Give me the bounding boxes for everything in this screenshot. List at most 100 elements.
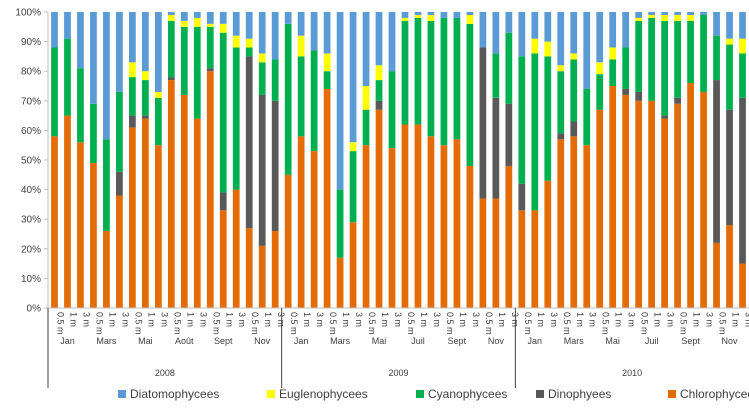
bar-segment-diatomophycees <box>375 12 383 66</box>
bar-segment-cyanophycees <box>206 26 214 69</box>
legend-swatch <box>118 390 126 398</box>
bar-segment-euglenophycees <box>414 14 422 18</box>
bar-segment-diatomophycees <box>167 12 175 15</box>
y-tick-label: 60% <box>21 126 41 137</box>
bar-segment-dinophyees <box>375 100 383 110</box>
bar-segment-diatomophycees <box>154 12 162 92</box>
bar-segment-diatomophycees <box>518 12 526 57</box>
y-tick-label: 10% <box>21 274 41 285</box>
bar-segment-chlorophycees <box>453 139 461 308</box>
bar-segment-dinophyees <box>622 88 630 95</box>
bar-segment-euglenophycees <box>687 14 694 21</box>
bar-segment-diatomophycees <box>271 12 279 60</box>
y-tick-label: 40% <box>21 185 41 196</box>
bar-segment-diatomophycees <box>297 12 305 36</box>
bar-segment-dinophyees <box>557 133 565 140</box>
legend: Diatomophycees Euglenophycees Cyanophycees… <box>118 387 749 401</box>
x-depth-label: 1 m <box>497 312 507 327</box>
bar-segment-cyanophycees <box>245 47 253 57</box>
bar-segment-cyanophycees <box>453 17 461 140</box>
x-depth-label: 1 m <box>341 312 351 327</box>
bar-segment-chlorophycees <box>64 115 71 308</box>
x-month-label: Jan <box>528 336 543 346</box>
bar-segment-cyanophycees <box>310 50 318 152</box>
bar-segment-diatomophycees <box>388 12 396 72</box>
bar-segment-cyanophycees <box>648 17 656 101</box>
bar-segment-dinophyees <box>245 56 253 229</box>
bar-segment-chlorophycees <box>375 109 383 309</box>
bar-segment-diatomophycees <box>90 12 97 104</box>
bar-segment-diatomophycees <box>674 12 681 15</box>
bar-segment-chlorophycees <box>362 145 370 308</box>
bar-segment-dinophyees <box>479 47 487 199</box>
x-depth-label: 1 m <box>575 312 585 327</box>
bar-segment-cyanophycees <box>297 56 305 137</box>
bar-segment-chlorophycees <box>77 142 84 308</box>
bar-segment-chlorophycees <box>51 136 58 308</box>
bar-segment-chlorophycees <box>116 195 123 308</box>
legend-swatch <box>668 390 676 398</box>
x-depth-label: 3 m <box>744 312 749 327</box>
bar-segment-diatomophycees <box>505 12 513 33</box>
x-month-label: Jan <box>294 336 309 346</box>
bar-segment-cyanophycees <box>661 20 668 116</box>
bar-segment-dinophyees <box>206 68 214 72</box>
x-depth-label: 3 m <box>666 312 676 327</box>
bar-segment-cyanophycees <box>609 59 617 86</box>
bar-segment-chlorophycees <box>258 245 266 308</box>
bar-segment-diatomophycees <box>661 12 668 15</box>
x-depth-label: 0.5 m <box>328 312 338 335</box>
legend-label: Dinophyees <box>548 387 611 401</box>
bar-segment-cyanophycees <box>739 53 746 98</box>
y-axis: 0% 10% 20% 30% 40% 50% 60% 70% 80% 90% 100% <box>15 8 49 315</box>
bar-segment-diatomophycees <box>440 12 448 18</box>
x-depth-label: 3 m <box>120 312 130 327</box>
bar-segment-cyanophycees <box>219 32 227 193</box>
bar-segment-chlorophycees <box>674 103 681 308</box>
x-month-label: Sept <box>681 336 700 346</box>
legend-swatch <box>536 390 544 398</box>
legend-label: Euglenophycees <box>279 387 368 401</box>
bar-segment-diatomophycees <box>648 12 656 15</box>
bar-series <box>51 12 746 309</box>
bar-segment-chlorophycees <box>193 118 201 308</box>
bar-segment-euglenophycees <box>219 23 227 33</box>
x-year-label: 2009 <box>388 368 408 378</box>
bar-segment-cyanophycees <box>180 26 188 95</box>
bar-segment-chlorophycees <box>518 210 526 308</box>
bar-segment-euglenophycees <box>544 41 552 57</box>
bar-segment-chlorophycees <box>129 127 136 308</box>
bar-segment-cyanophycees <box>388 71 396 149</box>
bar-segment-cyanophycees <box>622 47 630 89</box>
x-depth-label: 0.5 m <box>523 312 533 335</box>
bar-segment-chlorophycees <box>609 86 617 308</box>
x-depth-label: 0.5 m <box>562 312 572 335</box>
bar-segment-diatomophycees <box>492 12 500 54</box>
bar-segment-euglenophycees <box>167 14 175 21</box>
bar-segment-cyanophycees <box>64 38 71 116</box>
x-month-label: Nov <box>722 336 739 346</box>
x-depth-label: 3 m <box>315 312 325 327</box>
bar-segment-chlorophycees <box>284 174 292 308</box>
x-month-label: Mai <box>138 336 153 346</box>
x-depth-label: 3 m <box>627 312 637 327</box>
bar-segment-diatomophycees <box>349 12 357 143</box>
bar-segment-dinophyees <box>258 94 266 246</box>
bar-segment-cyanophycees <box>557 71 565 134</box>
x-month-label: Juil <box>645 336 659 346</box>
legend-swatch <box>416 390 424 398</box>
bar-segment-diatomophycees <box>193 12 201 18</box>
bar-segment-chlorophycees <box>687 83 694 308</box>
x-month-label: Mars <box>564 336 584 346</box>
bar-segment-cyanophycees <box>90 103 97 163</box>
bar-segment-dinophyees <box>129 115 136 128</box>
bar-segment-chlorophycees <box>297 136 305 308</box>
legend-label: Diatomophycees <box>130 387 219 401</box>
x-year-label: 2008 <box>155 368 175 378</box>
bar-segment-euglenophycees <box>557 65 565 72</box>
bar-segment-diatomophycees <box>103 12 110 140</box>
bar-segment-diatomophycees <box>51 12 58 48</box>
bar-segment-euglenophycees <box>466 14 474 24</box>
bar-segment-diatomophycees <box>583 12 591 89</box>
